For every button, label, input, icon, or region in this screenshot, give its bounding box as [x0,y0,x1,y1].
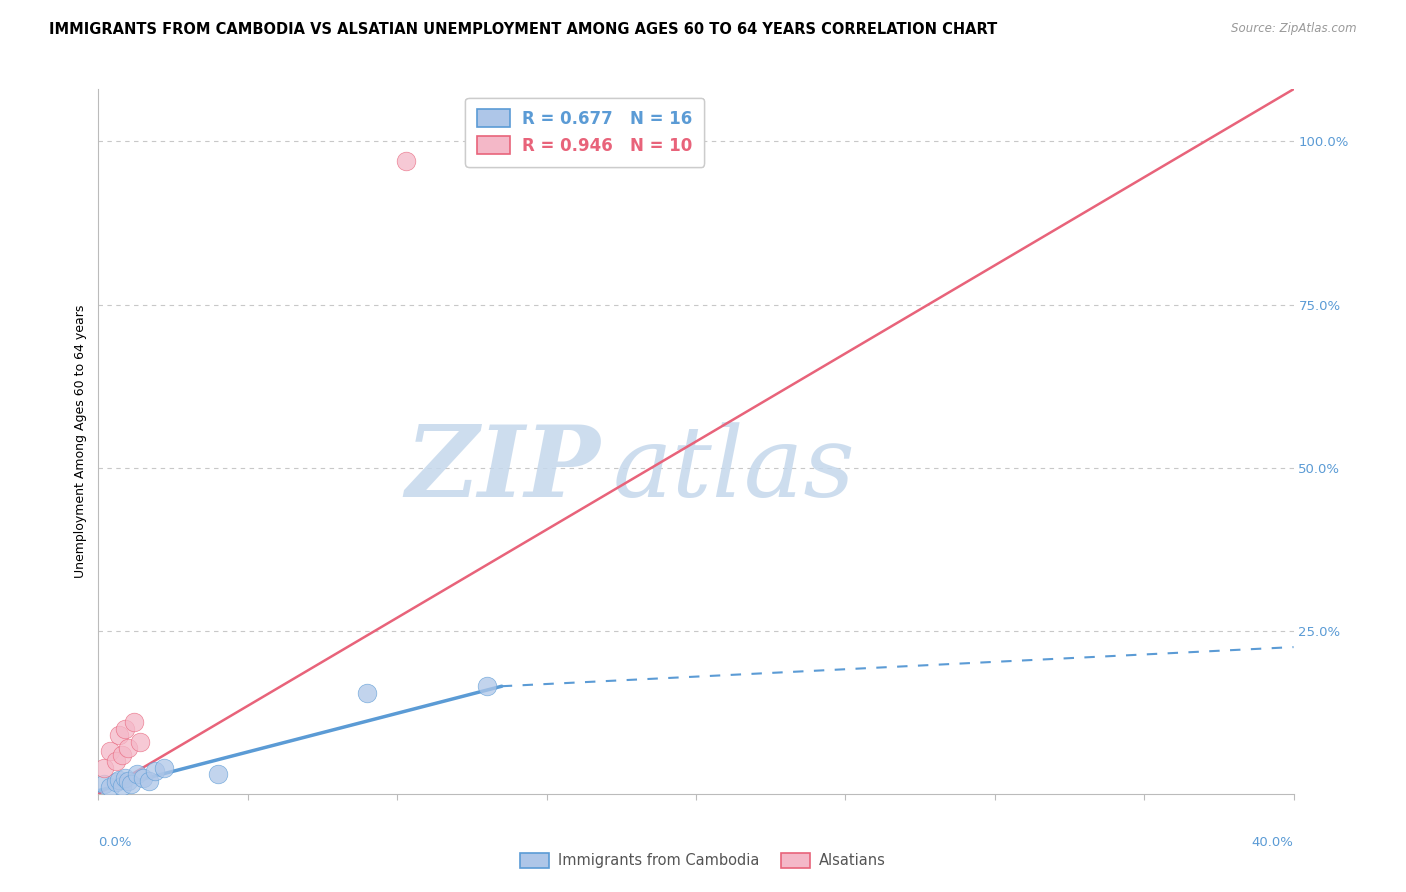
Point [93,777,115,791]
Y-axis label: Unemployment Among Ages 60 to 64 years: Unemployment Among Ages 60 to 64 years [75,305,87,578]
Point [120,777,142,791]
Point [117,773,139,788]
Legend: R = 0.677   N = 16, R = 0.946   N = 10: R = 0.677 N = 16, R = 0.946 N = 10 [465,97,704,167]
Point [108,728,131,742]
Point [395,153,418,168]
Point [117,741,139,756]
Text: Source: ZipAtlas.com: Source: ZipAtlas.com [1232,22,1357,36]
Point [356,686,378,700]
Text: IMMIGRANTS FROM CAMBODIA VS ALSATIAN UNEMPLOYMENT AMONG AGES 60 TO 64 YEARS CORR: IMMIGRANTS FROM CAMBODIA VS ALSATIAN UNE… [49,22,997,37]
Point [138,773,160,788]
Point [114,771,136,785]
Point [207,767,229,781]
Point [98,744,122,758]
Point [93,761,115,775]
Point [111,779,134,793]
Point [127,767,149,781]
Point [129,734,152,748]
Point [111,747,134,762]
Point [475,679,498,693]
Point [108,772,131,787]
Point [98,780,122,795]
Text: atlas: atlas [613,422,855,517]
Point [105,754,128,768]
Point [143,764,166,778]
Point [114,722,136,736]
Text: 0.0%: 0.0% [98,836,132,849]
Point [132,771,155,785]
Legend: Immigrants from Cambodia, Alsatians: Immigrants from Cambodia, Alsatians [513,846,893,876]
Text: ZIP: ZIP [405,422,600,518]
Point [124,715,146,730]
Point [105,775,128,789]
Point [153,761,176,775]
Text: 40.0%: 40.0% [1251,836,1294,849]
